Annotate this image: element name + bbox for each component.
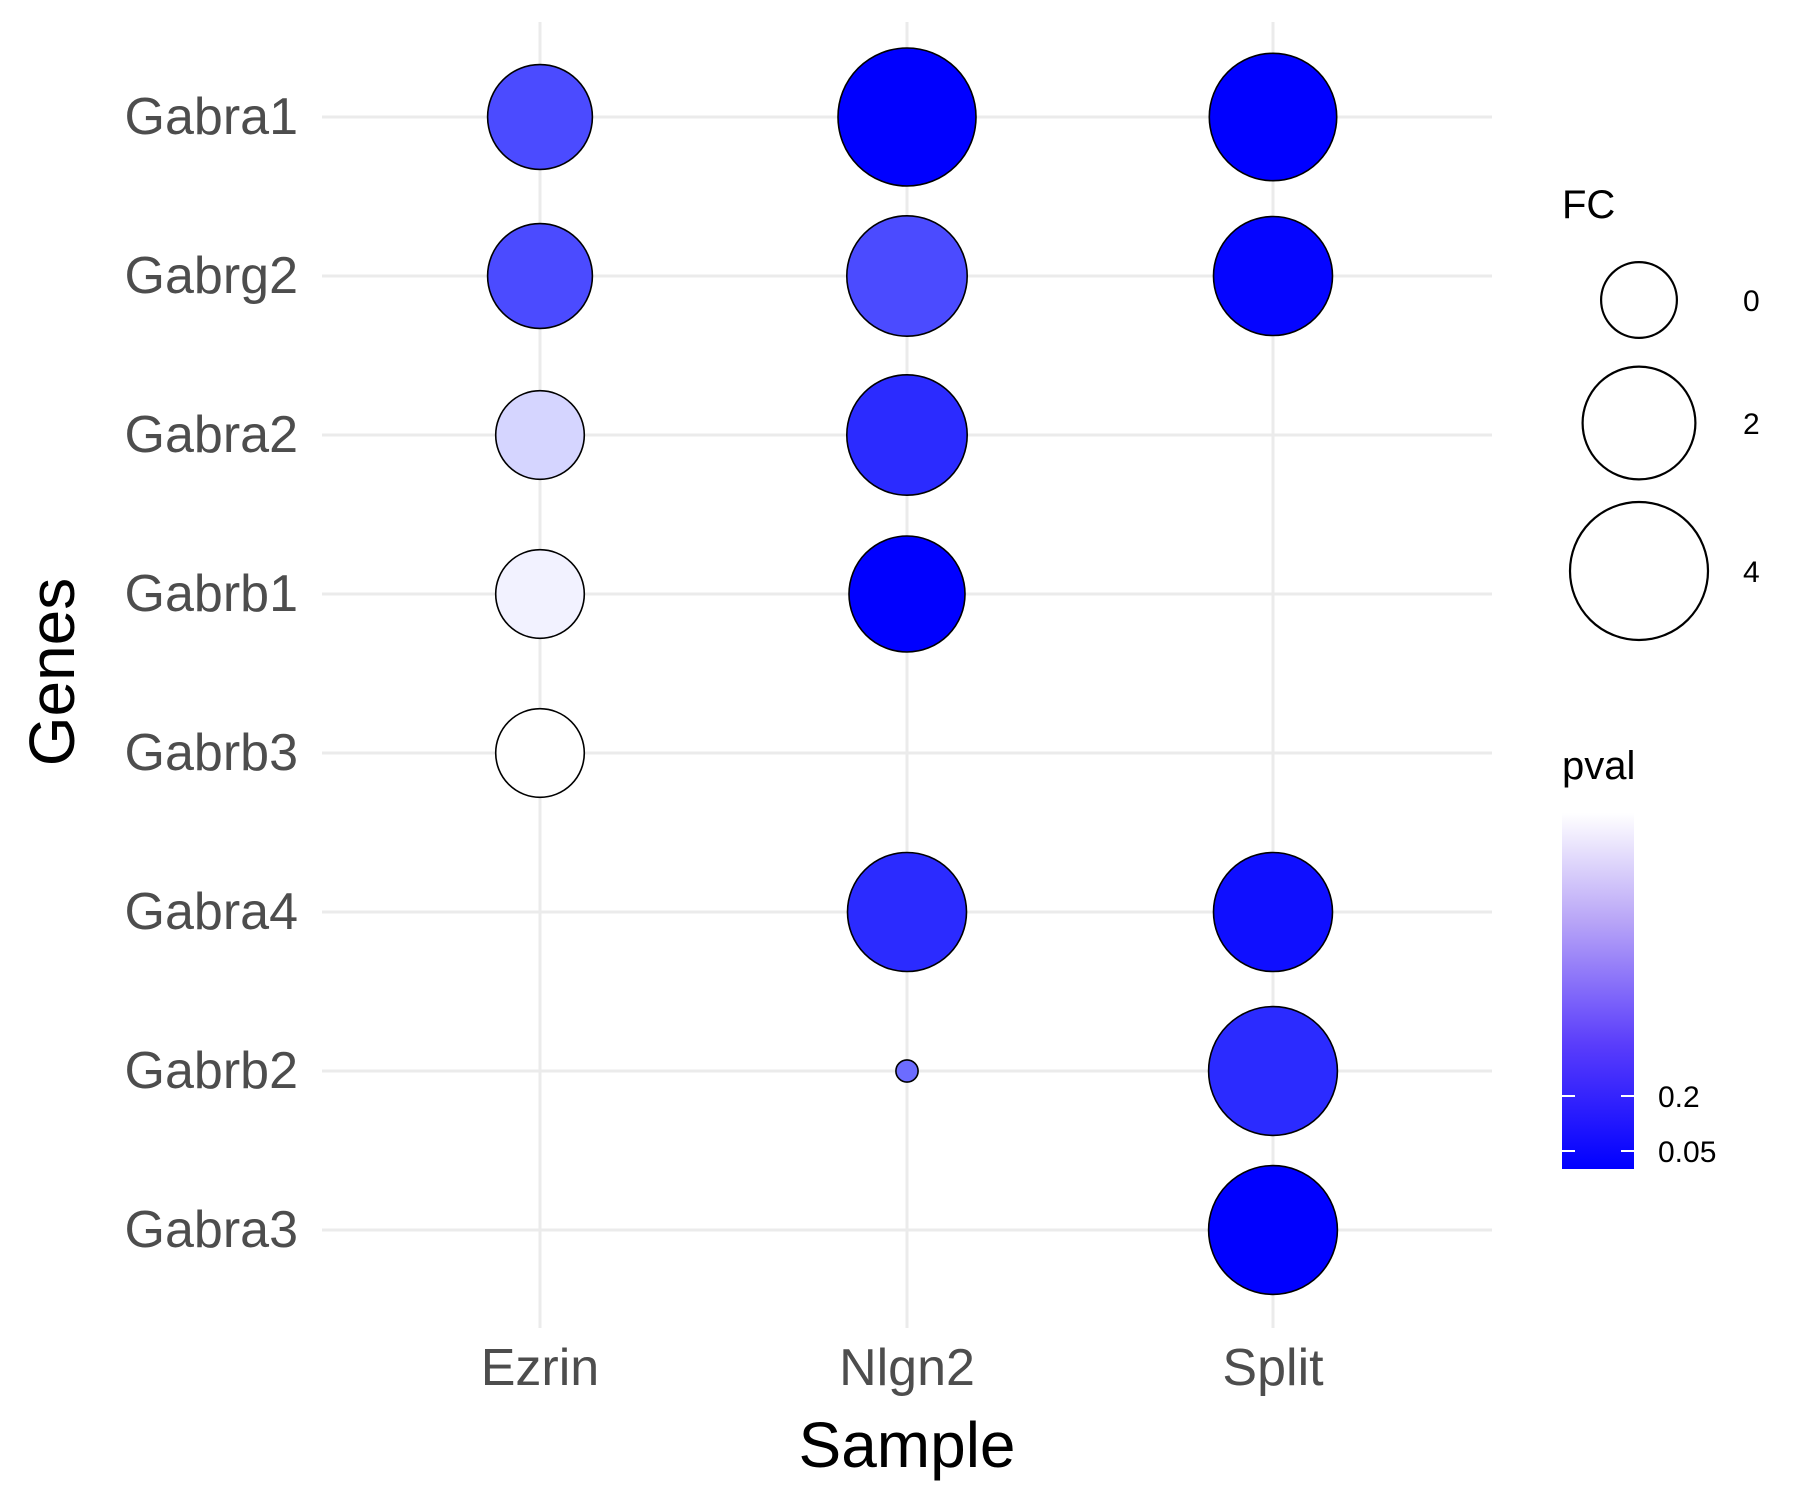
- size-legend-label: 4: [1743, 556, 1760, 589]
- size-legend-items: 0 2 4: [1568, 261, 1760, 642]
- point-ezrin-gabra1: [486, 63, 594, 171]
- y-tick-label: Gabrb1: [125, 565, 298, 623]
- point-ezrin-gabrb3: [494, 707, 586, 799]
- y-tick-label: Gabrb3: [125, 724, 298, 782]
- point-split-gabrb2: [1207, 1005, 1339, 1137]
- point-split-gabrg2: [1212, 215, 1334, 337]
- x-tick-label: Ezrin: [481, 1339, 599, 1397]
- y-tick-label: Gabra2: [125, 406, 298, 464]
- size-legend-key: [1599, 261, 1678, 340]
- color-legend: pval 0.2 0.05: [1562, 744, 1716, 1169]
- x-axis-title: Sample: [799, 1409, 1016, 1481]
- color-legend-ticks: 0.2 0.05: [1562, 1081, 1716, 1169]
- point-ezrin-gabrg2: [486, 222, 594, 330]
- color-legend-bar: [1562, 813, 1634, 1169]
- color-legend-label: 0.2: [1658, 1081, 1700, 1114]
- point-nlgn2-gabra1: [837, 47, 977, 187]
- data-points: [486, 47, 1339, 1296]
- point-split-gabra4: [1212, 851, 1334, 973]
- x-tick-labels: Ezrin Nlgn2 Split: [481, 1339, 1324, 1397]
- y-tick-label: Gabra1: [125, 88, 298, 146]
- point-nlgn2-gabrg2: [845, 215, 968, 338]
- point-nlgn2-gabra4: [846, 851, 968, 973]
- color-legend-title: pval: [1562, 744, 1635, 788]
- point-ezrin-gabra2: [494, 389, 586, 481]
- size-legend-key: [1568, 500, 1710, 642]
- y-tick-label: Gabra4: [125, 883, 298, 941]
- size-legend-key: [1581, 365, 1697, 481]
- point-nlgn2-gabra2: [845, 373, 968, 496]
- y-tick-label: Gabrb2: [125, 1042, 298, 1100]
- point-nlgn2-gabrb2: [895, 1059, 919, 1083]
- size-legend-label: 2: [1743, 408, 1760, 441]
- size-legend-title: FC: [1562, 183, 1615, 227]
- point-split-gabra3: [1207, 1164, 1339, 1296]
- y-tick-labels: Gabra1 Gabrg2 Gabra2 Gabrb1 Gabrb3 Gabra4 Gabr…: [125, 88, 298, 1259]
- y-tick-label: Gabra3: [125, 1201, 298, 1259]
- point-nlgn2-gabrb1: [848, 535, 966, 653]
- size-legend: FC 0 2 4: [1562, 183, 1760, 642]
- size-legend-label: 0: [1743, 285, 1760, 318]
- point-ezrin-gabrb1: [494, 548, 586, 640]
- y-tick-label: Gabrg2: [125, 247, 298, 305]
- y-axis-title: Genes: [16, 578, 88, 767]
- color-legend-label: 0.05: [1658, 1136, 1716, 1169]
- point-split-gabra1: [1208, 52, 1338, 182]
- x-tick-label: Split: [1222, 1339, 1324, 1397]
- x-tick-label: Nlgn2: [839, 1339, 975, 1397]
